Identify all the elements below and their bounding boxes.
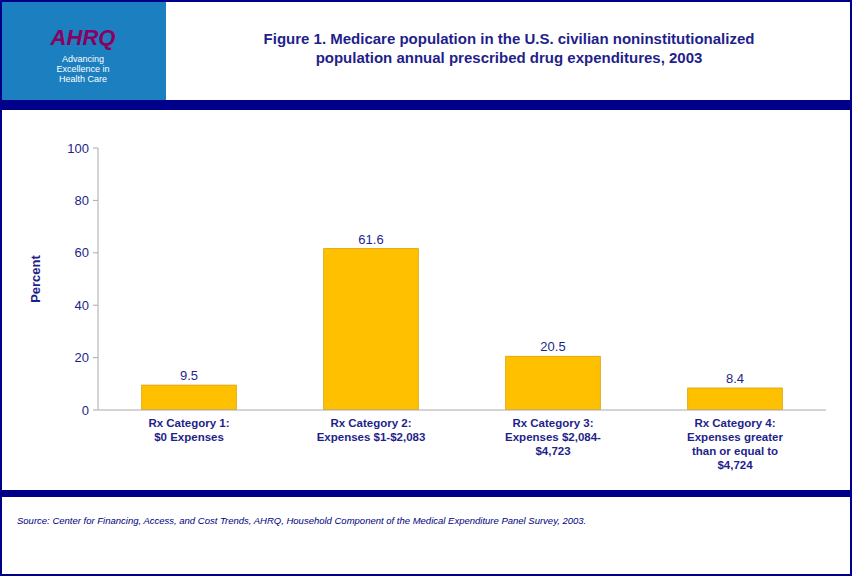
y-axis-label: Percent xyxy=(28,254,43,302)
y-tick xyxy=(93,410,98,411)
logo-box xyxy=(1,1,166,100)
bar xyxy=(688,388,783,410)
y-tick-label: 40 xyxy=(75,298,89,313)
x-tick-label: Rx Category 2:Expenses $1-$2,083 xyxy=(317,417,426,443)
background xyxy=(0,0,852,576)
y-tick xyxy=(93,252,98,253)
y-tick-label: 0 xyxy=(82,403,89,418)
title: Figure 1. Medicare population in the U.S… xyxy=(264,30,755,66)
y-tick xyxy=(93,305,98,306)
data-label: 9.5 xyxy=(180,368,198,383)
y-tick-label: 60 xyxy=(75,245,89,260)
chart-root: AHRQ AdvancingExcellence inHealth Care Fig… xyxy=(0,0,852,576)
x-axis-line xyxy=(98,410,826,411)
border xyxy=(1,1,851,575)
y-tick xyxy=(93,148,98,149)
bars xyxy=(142,249,783,410)
bar xyxy=(506,356,601,410)
y-tick xyxy=(93,357,98,358)
x-tick-label: Rx Category 4:Expenses greaterthan or eq… xyxy=(687,417,783,471)
logo-text: AHRQ xyxy=(50,25,116,50)
header-separator xyxy=(1,100,851,110)
bar xyxy=(142,385,237,410)
footer-separator xyxy=(1,490,851,497)
x-tick-label: Rx Category 3:Expenses $2,084-$4,723 xyxy=(505,417,601,457)
data-label: 8.4 xyxy=(726,371,744,386)
data-label: 20.5 xyxy=(540,339,565,354)
source: Source: Center for Financing, Access, an… xyxy=(17,515,586,526)
bar xyxy=(324,249,419,410)
y-tick xyxy=(93,200,98,201)
logo-subtext: AdvancingExcellence inHealth Care xyxy=(56,54,109,84)
y-tick-label: 20 xyxy=(75,350,89,365)
y-tick-label: 80 xyxy=(75,193,89,208)
y-axis-line xyxy=(98,148,99,410)
data-label: 61.6 xyxy=(358,232,383,247)
y-tick-label: 100 xyxy=(67,141,89,156)
x-tick-label: Rx Category 1:$0 Expenses xyxy=(148,417,229,443)
